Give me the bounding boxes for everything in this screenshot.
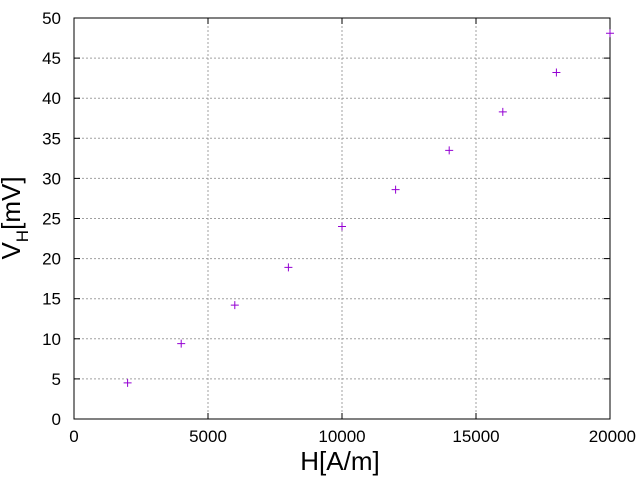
data-point bbox=[498, 107, 507, 116]
data-point bbox=[445, 146, 454, 155]
y-tick-label: 20 bbox=[42, 250, 61, 269]
x-tick-label: 20000 bbox=[589, 427, 636, 446]
y-tick-label: 40 bbox=[42, 89, 61, 108]
y-tick-label: 30 bbox=[42, 169, 61, 188]
data-point bbox=[123, 378, 132, 387]
x-tick-label: 15000 bbox=[452, 427, 499, 446]
data-point bbox=[177, 339, 186, 348]
data-point bbox=[284, 263, 293, 272]
y-tick-label: 50 bbox=[42, 9, 61, 28]
data-point bbox=[338, 222, 346, 231]
y-axis-title-suffix: [mV] bbox=[0, 176, 26, 229]
y-tick-label: 45 bbox=[42, 49, 61, 68]
y-tick-label: 0 bbox=[52, 410, 61, 429]
y-axis-title: VH[mV] bbox=[0, 176, 32, 259]
y-tick-label: 15 bbox=[42, 290, 61, 309]
x-axis-title: H[A/m] bbox=[300, 446, 379, 476]
axis-ticks: 0 5000 10000 15000 20000 0 5 10 15 20 25 30 35 40 45 50 bbox=[42, 9, 636, 446]
grid-lines bbox=[74, 18, 610, 419]
y-tick-label: 5 bbox=[52, 370, 61, 389]
y-tick-label: 10 bbox=[42, 330, 61, 349]
data-points bbox=[123, 29, 614, 387]
data-point bbox=[552, 68, 561, 77]
y-tick-label: 35 bbox=[42, 129, 61, 148]
x-tick-label: 10000 bbox=[318, 427, 365, 446]
y-tick-label: 25 bbox=[42, 210, 61, 229]
data-point bbox=[230, 301, 239, 310]
x-tick-label: 0 bbox=[69, 427, 78, 446]
data-point bbox=[391, 185, 400, 194]
x-tick-label: 5000 bbox=[189, 427, 227, 446]
y-axis-title-main: V bbox=[0, 242, 26, 260]
y-axis-title-subscript: H bbox=[13, 230, 32, 242]
data-point bbox=[606, 29, 614, 38]
